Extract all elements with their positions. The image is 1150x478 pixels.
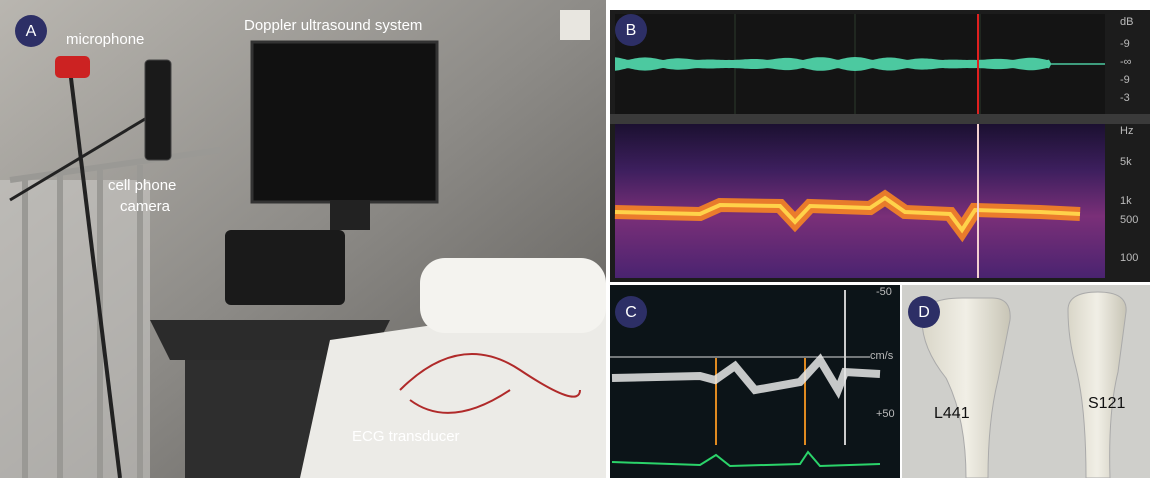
axis-label: Hz bbox=[1120, 125, 1133, 137]
axis-label: 1k bbox=[1120, 195, 1132, 207]
panel-label: C bbox=[625, 304, 637, 321]
axis-label: -50 bbox=[876, 286, 892, 298]
axis-label: -9 bbox=[1120, 38, 1130, 50]
probe-label: S121 bbox=[1088, 395, 1125, 412]
panel-c: C -50 cm/s +50 bbox=[610, 285, 900, 478]
probe-label: L441 bbox=[934, 405, 970, 422]
axis-label: 100 bbox=[1120, 252, 1138, 264]
panel-b: B dB -9 -∞ -9 -3 Hz 5k 1k 500 100 bbox=[610, 10, 1150, 282]
panel-d: D L441 S121 bbox=[902, 285, 1150, 478]
wall-socket bbox=[560, 10, 590, 40]
axis-label: 500 bbox=[1120, 214, 1138, 226]
annotation: camera bbox=[120, 198, 171, 215]
panel-label: B bbox=[626, 22, 637, 39]
panel-a: A microphone Doppler ultrasound system c… bbox=[0, 0, 606, 478]
microphone-body bbox=[55, 56, 90, 78]
divider bbox=[610, 114, 1150, 124]
panel-label: D bbox=[918, 304, 930, 321]
axis-label: -∞ bbox=[1120, 56, 1132, 68]
axis-label: dB bbox=[1120, 16, 1133, 28]
annotation: Doppler ultrasound system bbox=[244, 17, 422, 34]
monitor bbox=[252, 42, 437, 202]
annotation: microphone bbox=[66, 31, 144, 48]
cell-phone bbox=[145, 60, 171, 160]
axis-label: +50 bbox=[876, 408, 895, 420]
pillow bbox=[420, 258, 606, 333]
axis-label: 5k bbox=[1120, 156, 1132, 168]
touchscreen bbox=[225, 230, 345, 305]
panel-label: A bbox=[26, 23, 37, 40]
panel-background bbox=[610, 285, 900, 478]
annotation: cell phone bbox=[108, 177, 176, 194]
axis-label: -9 bbox=[1120, 74, 1130, 86]
waveform bbox=[615, 57, 1105, 71]
annotation: ECG transducer bbox=[352, 428, 460, 445]
figure: A microphone Doppler ultrasound system c… bbox=[0, 0, 1150, 478]
axis-label: cm/s bbox=[870, 350, 894, 362]
axis-label: -3 bbox=[1120, 92, 1130, 104]
monitor-arm bbox=[330, 200, 370, 230]
